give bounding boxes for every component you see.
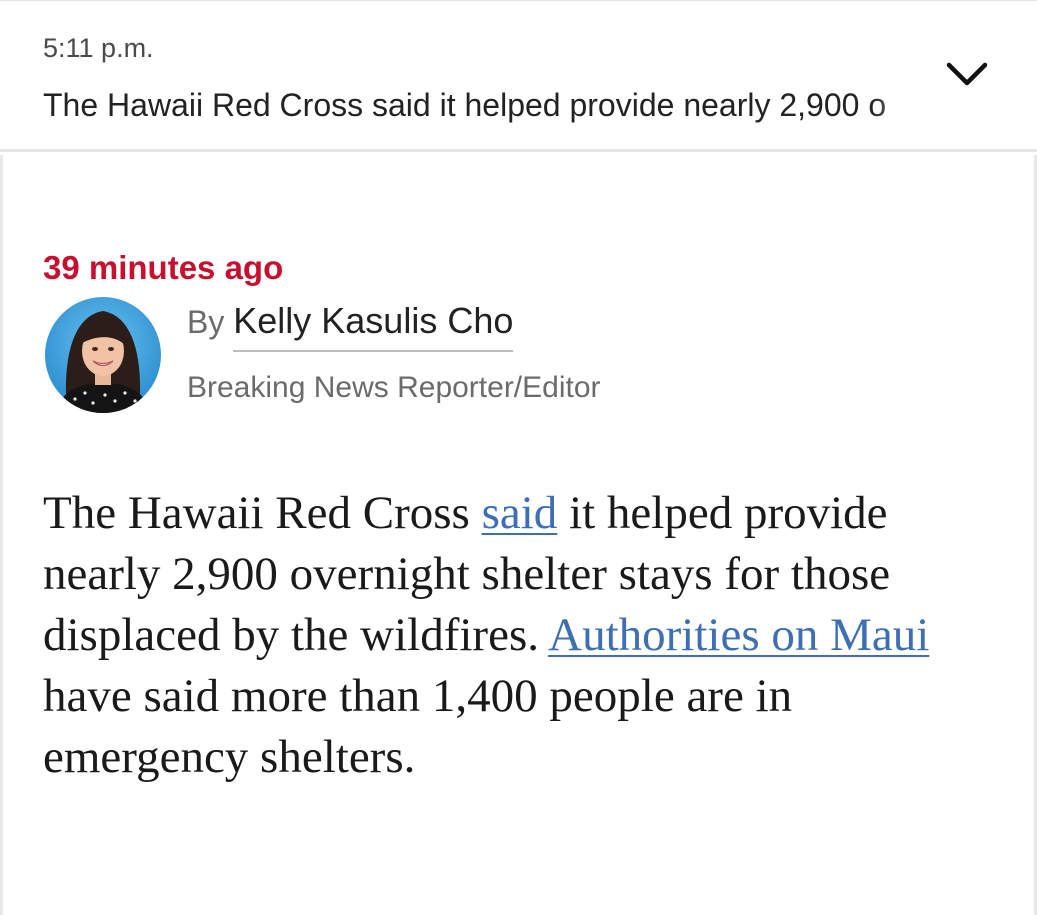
byline: By Kelly Kasulis Cho: [187, 300, 514, 352]
byline-prefix: By: [187, 304, 225, 340]
author-name-link[interactable]: Kelly Kasulis Cho: [233, 300, 514, 352]
author-role: Breaking News Reporter/Editor: [187, 371, 601, 404]
body-text-2: it helped provide nearly 2,900 overnight…: [43, 487, 891, 661]
said-link[interactable]: said: [481, 487, 558, 539]
summary-fade: [870, 83, 970, 127]
body-text-1: The Hawaii Red Cross: [43, 487, 482, 539]
chevron-down-icon[interactable]: [944, 53, 990, 93]
update-time: 5:11 p.m.: [43, 33, 154, 63]
collapsed-update-header[interactable]: 5:11 p.m. The Hawaii Red Cross said it h…: [0, 0, 1037, 152]
author-photo: [45, 297, 161, 413]
author-avatar[interactable]: [45, 297, 161, 413]
update-summary[interactable]: The Hawaii Red Cross said it helped prov…: [43, 87, 887, 123]
body-text-3: have said more than 1,400 people are in …: [43, 670, 793, 783]
update-body: The Hawaii Red Cross said it helped prov…: [43, 483, 1003, 788]
authorities-on-maui-link[interactable]: Authorities on Maui: [548, 609, 930, 661]
live-update-card: [0, 155, 1037, 915]
post-timestamp: 39 minutes ago: [43, 249, 284, 286]
